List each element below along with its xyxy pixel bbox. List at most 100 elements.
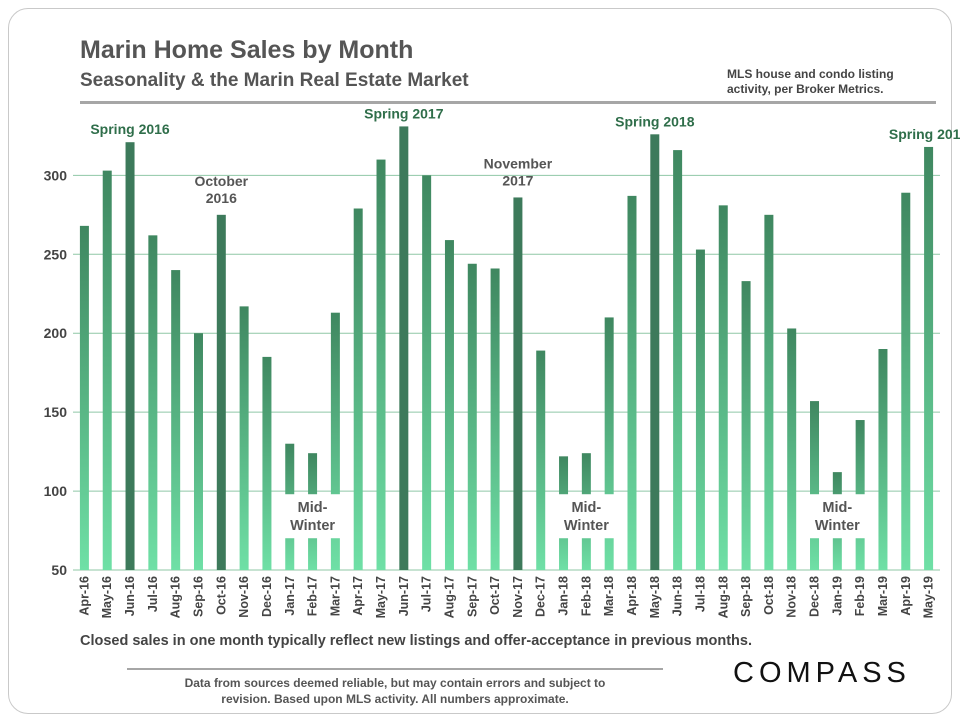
annotation-label: 2016 [206, 190, 237, 206]
bar [490, 268, 500, 570]
x-tick-label: Jun-17 [397, 576, 411, 616]
chart-subtitle: Seasonality & the Marin Real Estate Mark… [80, 70, 469, 91]
x-tick-label: Jul-16 [146, 576, 160, 612]
disclaimer-line-1: Data from sources deemed reliable, but m… [184, 676, 606, 690]
y-tick-label: 100 [44, 483, 68, 499]
bar [718, 205, 728, 570]
y-tick-label: 200 [44, 325, 68, 341]
x-tick-label: Dec-17 [534, 576, 548, 617]
x-tick-label: Sep-16 [191, 576, 205, 617]
bar [536, 350, 546, 570]
chart-caption: Closed sales in one month typically refl… [80, 633, 752, 649]
bar [125, 142, 135, 570]
x-tick-label: Nov-16 [237, 576, 251, 618]
compass-logo: COMPASS [733, 657, 911, 689]
x-tick-label: Jan-19 [830, 576, 844, 616]
x-tick-label: Jul-18 [693, 576, 707, 612]
annotation-label: Mid- [298, 500, 328, 516]
chart-title: Marin Home Sales by Month [80, 36, 414, 64]
bar [330, 312, 340, 570]
x-tick-label: May-18 [648, 576, 662, 618]
x-tick-label: Feb-18 [579, 576, 593, 616]
annotation-label: Spring 2016 [90, 121, 170, 137]
x-tick-label: Feb-17 [306, 576, 320, 616]
annotation-label: Spring 2017 [364, 105, 444, 121]
x-tick-label: Dec-16 [260, 576, 274, 617]
x-tick-label: Sep-17 [465, 576, 479, 617]
y-tick-label: 50 [51, 562, 67, 578]
x-tick-label: Apr-19 [899, 576, 913, 616]
x-tick-label: Oct-18 [762, 576, 776, 615]
x-tick-label: Feb-19 [853, 576, 867, 616]
annotation-label: Spring 2019 [889, 126, 960, 142]
bar [787, 328, 797, 570]
bar [673, 150, 683, 570]
bar [901, 192, 911, 570]
x-tick-label: May-17 [374, 576, 388, 618]
x-tick-label: Nov-17 [511, 576, 525, 618]
annotation-label: Mid- [571, 500, 601, 516]
bar [924, 146, 934, 570]
x-tick-label: Jun-16 [123, 576, 137, 616]
bar [741, 281, 751, 570]
annotation-label: November [484, 155, 553, 171]
x-tick-label: Jan-17 [283, 576, 297, 616]
bar [467, 263, 477, 570]
disclaimer-line-2: revision. Based upon MLS activity. All n… [221, 692, 569, 706]
annotation-box [549, 494, 624, 539]
bar [102, 170, 112, 570]
annotation-label: October [194, 173, 248, 189]
bar [193, 333, 203, 570]
annotation-box [275, 494, 350, 539]
x-tick-label: Jun-18 [671, 576, 685, 616]
bar [262, 356, 272, 570]
x-tick-label: Nov-18 [785, 576, 799, 618]
x-tick-label: Dec-18 [808, 576, 822, 617]
bar [216, 214, 226, 571]
annotation-label: Winter [290, 518, 335, 534]
annotation-label: Winter [564, 518, 609, 534]
x-tick-label: Jul-17 [420, 576, 434, 612]
y-tick-label: 250 [44, 246, 68, 262]
bar [399, 126, 409, 571]
annotation-label: 2017 [502, 172, 533, 188]
x-tick-label: Oct-17 [488, 576, 502, 615]
bar [171, 270, 181, 570]
source-note: MLS house and condo listing activity, pe… [727, 67, 927, 97]
y-tick-label: 300 [44, 167, 68, 183]
x-tick-label: Jan-18 [557, 576, 571, 616]
x-tick-label: Sep-18 [739, 576, 753, 617]
bar [353, 208, 363, 570]
bar [422, 175, 432, 570]
bar [695, 249, 705, 571]
bar [148, 235, 158, 571]
footer-divider [127, 668, 663, 670]
bar [376, 159, 386, 571]
bar [878, 349, 888, 570]
annotation-label: Winter [815, 518, 860, 534]
bar [627, 195, 637, 570]
bar [239, 306, 249, 570]
x-tick-label: Apr-17 [351, 576, 365, 616]
bar [764, 214, 774, 571]
x-tick-label: Apr-16 [77, 576, 91, 616]
annotation-box [800, 494, 875, 539]
annotation-label: Spring 2018 [615, 113, 695, 129]
bar [604, 317, 614, 570]
bar [444, 240, 454, 571]
y-tick-label: 150 [44, 404, 68, 420]
x-tick-label: Aug-17 [442, 576, 456, 618]
x-tick-label: Mar-17 [328, 576, 342, 616]
bar [810, 401, 820, 570]
source-note-line-1: MLS house and condo listing [727, 67, 894, 81]
x-tick-label: May-19 [922, 576, 936, 618]
x-tick-label: Mar-19 [876, 576, 890, 616]
disclaimer: Data from sources deemed reliable, but m… [127, 675, 663, 707]
title-divider [80, 101, 936, 104]
x-tick-label: Aug-16 [169, 576, 183, 618]
bar [79, 225, 89, 570]
x-tick-label: Oct-16 [214, 576, 228, 615]
source-note-line-2: activity, per Broker Metrics. [727, 82, 884, 96]
bar [513, 197, 523, 570]
